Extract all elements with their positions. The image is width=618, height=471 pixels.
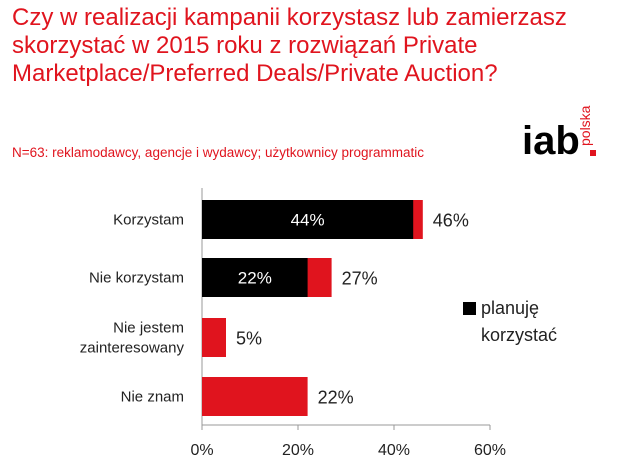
category-label: Nie znam [121,389,184,406]
bar-total-label: 5% [236,329,262,349]
iab-polska-logo: iab polska [522,105,596,163]
category-label: Nie jestem [113,320,184,337]
chart-subtitle: N=63: reklamodawcy, agencje i wydawcy; u… [12,145,425,160]
legend-label: planuję [481,298,539,318]
category-label: Nie korzystam [89,270,184,287]
category-label: zainteresowany [80,340,185,357]
x-tick-label: 60% [474,442,506,459]
bar-total-label: 46% [433,211,469,231]
legend-swatch [463,302,476,315]
bar-planned [202,258,308,297]
legend-label: korzystać [481,325,557,345]
logo-dot [590,150,596,156]
x-tick-label: 20% [282,442,314,459]
x-tick-label: 40% [378,442,410,459]
bar-total-label: 27% [342,269,378,289]
chart-title: Czy w realizacji kampanii korzystasz lub… [12,4,567,87]
logo-text: iab [522,119,580,163]
bar-planned-label: 44% [291,211,325,230]
bar-planned-label: 22% [238,269,272,288]
x-tick-label: 0% [190,442,213,459]
bar-total-label: 22% [318,388,354,408]
bar-total [202,318,226,357]
bar-planned [202,200,414,239]
bar-chart: 0% 20% 40% 60% 44% 46% Korzystam 22% 27% Nie korz… [80,188,557,459]
category-label: Korzystam [113,212,184,229]
bar-total [202,377,308,416]
logo-subtext: polska [577,105,593,146]
